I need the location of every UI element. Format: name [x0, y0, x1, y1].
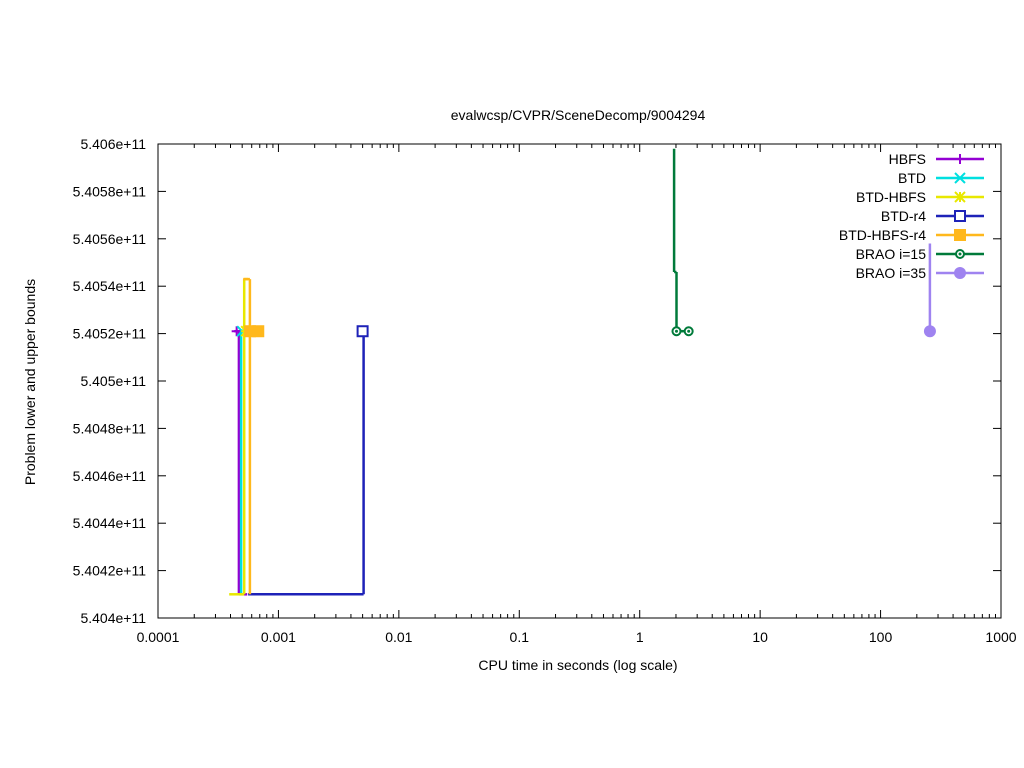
y-tick-label: 5.4046e+11 — [73, 468, 147, 484]
legend-marker — [954, 191, 966, 203]
legend-marker — [955, 154, 965, 164]
legend-marker — [954, 210, 966, 222]
legend-item: HBFS — [889, 151, 984, 167]
legend-item: BTD — [898, 170, 984, 186]
legend-marker — [954, 172, 966, 184]
x-axis: 0.0001 0.001 0.01 0.1 1 10 100 1000 — [137, 144, 1017, 645]
data-point — [252, 325, 265, 338]
y-tick-label: 5.405e+11 — [80, 373, 146, 389]
legend-marker — [954, 267, 966, 279]
legend-label: HBFS — [889, 151, 926, 167]
series-area — [229, 148, 936, 596]
legend-item: BTD-r4 — [881, 208, 984, 224]
data-point — [923, 325, 936, 338]
y-axis: 5.404e+11 5.4042e+11 5.4044e+11 5.4046e+11 5… — [73, 136, 1001, 626]
chart-title: evalwcsp/CVPR/SceneDecomp/9004294 — [451, 107, 706, 123]
y-tick-label: 5.4058e+11 — [73, 183, 147, 199]
x-tick-label: 0.01 — [385, 629, 412, 645]
series-btd-hbfs-r4 — [243, 277, 265, 595]
legend-item: BRAO i=15 — [856, 246, 984, 262]
y-tick-label: 5.4042e+11 — [73, 563, 147, 579]
y-axis-label: Problem lower and upper bounds — [22, 279, 38, 485]
legend-item: BTD-HBFS — [856, 189, 984, 205]
x-tick-label: 1 — [636, 629, 644, 645]
y-tick-label: 5.4048e+11 — [73, 420, 147, 436]
legend-item: BTD-HBFS-r4 — [839, 227, 984, 243]
x-tick-label: 0.1 — [510, 629, 530, 645]
series-btd-r4 — [248, 325, 369, 596]
legend-label: BTD-HBFS-r4 — [839, 227, 926, 243]
legend-marker — [954, 229, 966, 241]
x-tick-label: 10 — [752, 629, 768, 645]
plot-border — [157, 143, 1002, 619]
legend-label: BTD-HBFS — [856, 189, 926, 205]
y-tick-label: 5.4044e+11 — [73, 515, 147, 531]
legend: HBFS BTD BTD-HBFS BTD-r4 BTD-HBFS-r4 BRAO i=1… — [839, 151, 984, 281]
legend-label: BTD — [898, 170, 926, 186]
legend-marker — [955, 249, 965, 259]
data-point — [356, 325, 369, 338]
legend-item: BRAO i=35 — [856, 265, 984, 281]
y-tick-label: 5.4054e+11 — [73, 278, 147, 294]
series-brao-i-35 — [923, 243, 936, 338]
y-tick-label: 5.404e+11 — [80, 610, 146, 626]
x-axis-label: CPU time in seconds (log scale) — [478, 657, 677, 673]
data-point — [671, 326, 682, 337]
y-tick-label: 5.4056e+11 — [73, 231, 147, 247]
plot-frame — [157, 143, 1002, 619]
x-tick-label: 0.001 — [261, 629, 296, 645]
legend-label: BTD-r4 — [881, 208, 926, 224]
data-point — [683, 326, 694, 337]
legend-label: BRAO i=35 — [856, 265, 927, 281]
x-tick-label: 0.0001 — [137, 629, 180, 645]
x-tick-label: 1000 — [985, 629, 1016, 645]
x-tick-label: 100 — [869, 629, 893, 645]
legend-label: BRAO i=15 — [856, 246, 927, 262]
y-tick-label: 5.4052e+11 — [73, 326, 147, 342]
series-brao-i-15 — [671, 148, 694, 337]
y-tick-label: 5.406e+11 — [80, 136, 146, 152]
